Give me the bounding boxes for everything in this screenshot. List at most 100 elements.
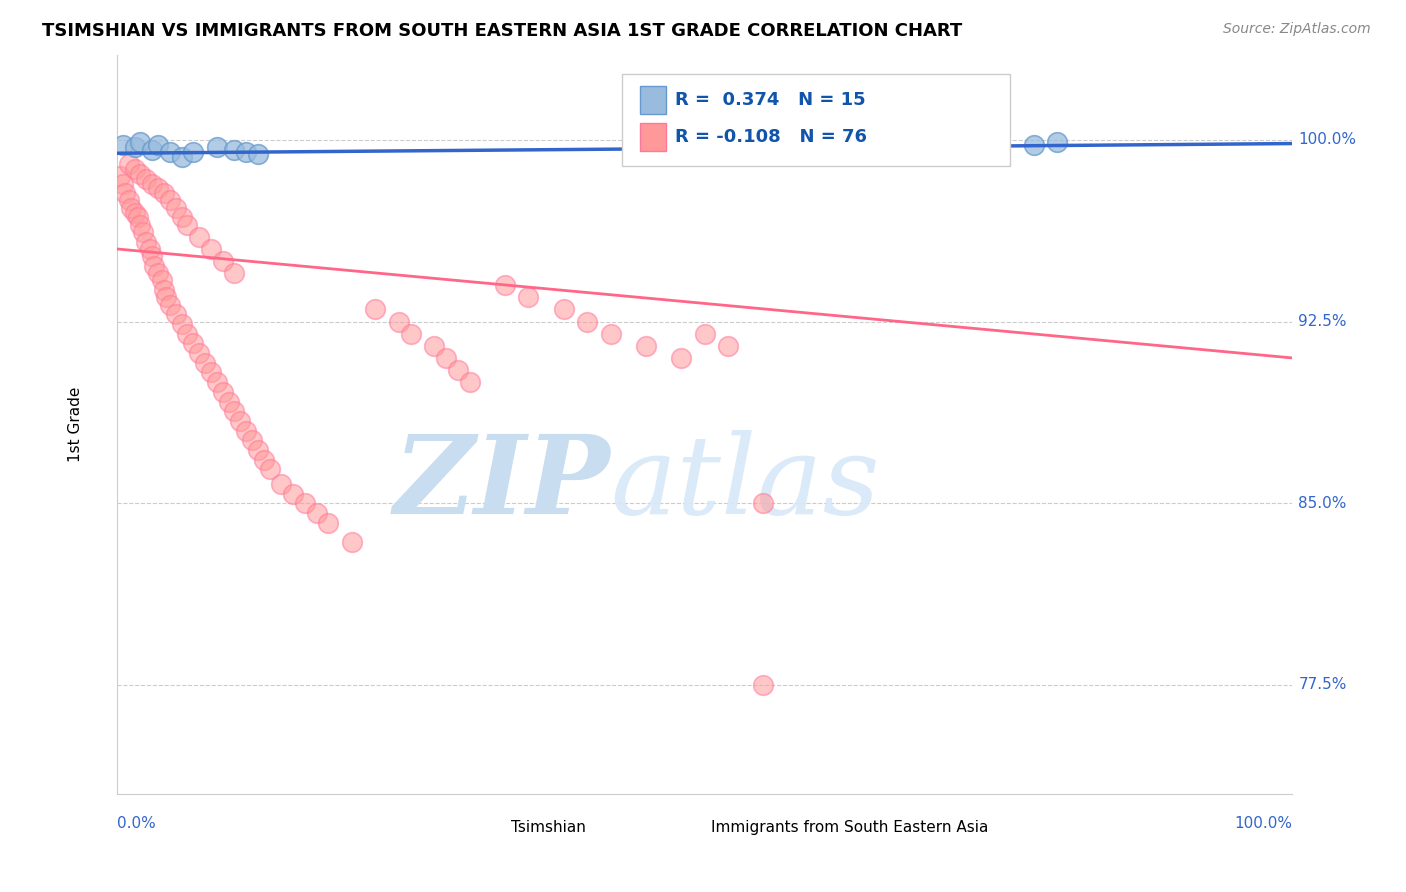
Point (211, 254, 233, 268)
Point (153, 283, 176, 297)
Point (294, 496, 316, 510)
Text: 0.0%: 0.0% (117, 816, 156, 831)
Point (447, 363, 470, 377)
Point (752, 496, 775, 510)
Point (458, 375, 481, 389)
Text: 100.0%: 100.0% (1234, 816, 1292, 831)
Text: Tsimshian: Tsimshian (510, 820, 585, 835)
Point (494, 278, 516, 293)
Point (111, 137, 134, 152)
Point (159, 298, 181, 312)
Point (120, 201, 142, 215)
Point (194, 356, 217, 370)
Point (553, 302, 575, 317)
Point (246, 442, 269, 457)
Point (176, 218, 198, 232)
Point (270, 477, 292, 491)
Point (305, 506, 328, 520)
Point (1046, 136, 1069, 150)
Point (129, 167, 152, 181)
Point (170, 317, 193, 331)
Point (200, 242, 222, 256)
Point (129, 136, 152, 150)
Text: 77.5%: 77.5% (1298, 678, 1347, 692)
Point (1022, 137, 1045, 152)
Point (176, 326, 198, 341)
Point (124, 161, 146, 176)
Text: Source: ZipAtlas.com: Source: ZipAtlas.com (1223, 22, 1371, 37)
Point (717, 339, 740, 353)
Point (159, 145, 181, 159)
Point (141, 143, 163, 157)
Point (205, 375, 228, 389)
FancyBboxPatch shape (475, 816, 502, 838)
Point (364, 302, 387, 317)
Point (139, 242, 162, 256)
Point (117, 157, 139, 171)
Point (218, 394, 240, 409)
Point (135, 171, 157, 186)
Point (165, 201, 187, 215)
Point (153, 186, 176, 201)
Point (132, 225, 155, 239)
FancyBboxPatch shape (675, 816, 702, 838)
Point (235, 145, 257, 159)
Point (229, 414, 252, 428)
Point (634, 339, 657, 353)
Point (517, 290, 540, 304)
Text: 85.0%: 85.0% (1298, 496, 1347, 511)
Point (111, 177, 134, 191)
Point (124, 140, 146, 154)
Point (576, 315, 599, 329)
Point (143, 259, 166, 273)
Point (211, 384, 233, 399)
Point (246, 147, 269, 161)
Text: 1st Grade: 1st Grade (69, 387, 83, 462)
Point (129, 218, 152, 232)
Point (253, 452, 276, 467)
Point (117, 194, 139, 208)
Point (205, 140, 228, 154)
Point (752, 678, 775, 692)
Point (110, 169, 132, 184)
Point (141, 177, 163, 191)
Point (170, 211, 193, 225)
Text: R = -0.108   N = 76: R = -0.108 N = 76 (675, 128, 868, 146)
Point (669, 351, 692, 365)
Point (240, 434, 263, 448)
Text: 100.0%: 100.0% (1298, 132, 1357, 147)
FancyBboxPatch shape (640, 123, 666, 151)
Point (434, 351, 457, 365)
Text: R =  0.374   N = 15: R = 0.374 N = 15 (675, 91, 866, 109)
Point (188, 229, 211, 244)
Point (170, 150, 193, 164)
Point (599, 326, 621, 341)
Point (224, 143, 246, 157)
Point (188, 346, 211, 360)
Point (146, 137, 169, 152)
Point (114, 186, 136, 201)
Point (200, 366, 222, 380)
Point (318, 516, 340, 530)
Point (388, 315, 411, 329)
Point (224, 404, 246, 418)
Text: Immigrants from South Eastern Asia: Immigrants from South Eastern Asia (710, 820, 988, 835)
Point (181, 145, 204, 159)
Point (283, 486, 305, 500)
Point (165, 307, 187, 321)
Point (141, 249, 163, 263)
Point (135, 235, 157, 249)
Text: ZIP: ZIP (394, 430, 610, 537)
Text: TSIMSHIAN VS IMMIGRANTS FROM SOUTH EASTERN ASIA 1ST GRADE CORRELATION CHART: TSIMSHIAN VS IMMIGRANTS FROM SOUTH EASTE… (42, 22, 963, 40)
Point (224, 266, 246, 280)
Point (150, 273, 173, 287)
Point (259, 462, 281, 476)
Point (235, 424, 257, 438)
Point (693, 140, 716, 154)
Point (146, 266, 169, 280)
Point (399, 326, 422, 341)
Point (159, 194, 181, 208)
Point (124, 205, 146, 219)
Point (146, 181, 169, 195)
Point (127, 211, 149, 225)
